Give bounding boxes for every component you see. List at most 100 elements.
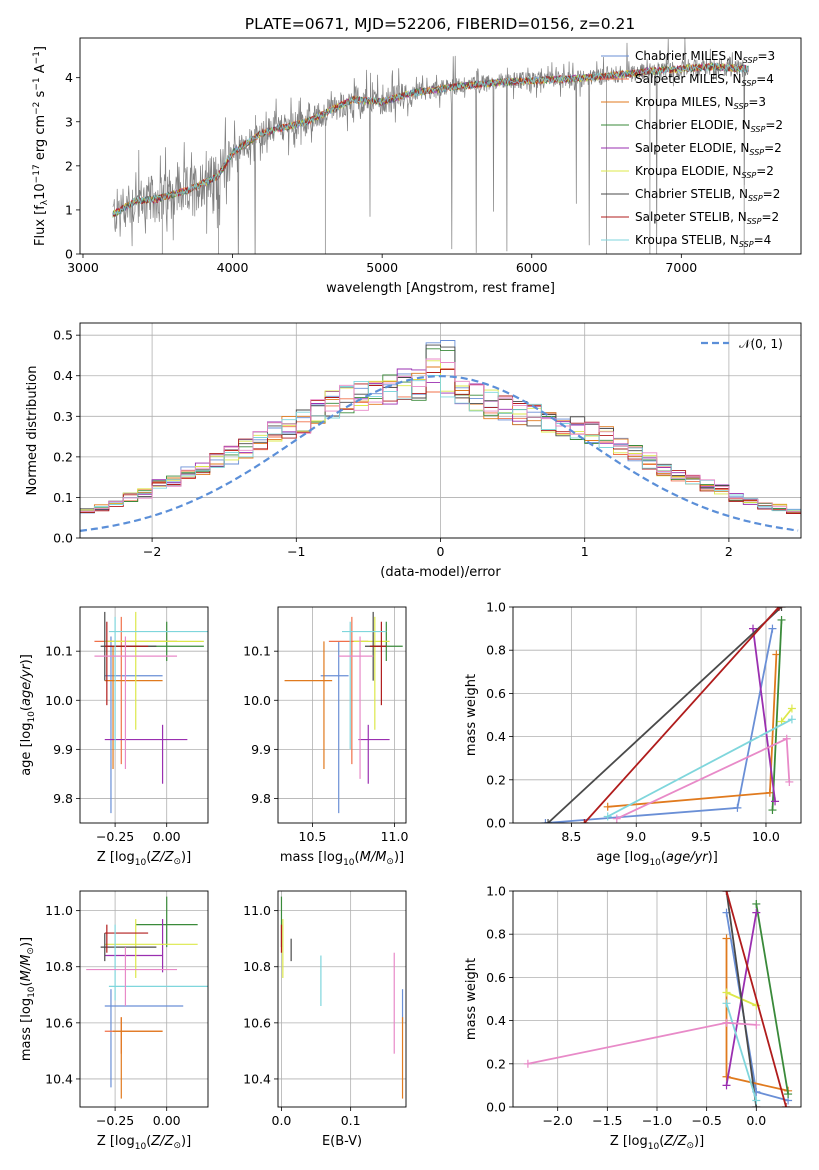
y-tick-label: 9.9 <box>53 742 73 757</box>
y-tick-label: 9.8 <box>53 791 73 806</box>
y-tick-label: 0.2 <box>486 772 506 787</box>
x-tick-label: 3000 <box>67 260 99 275</box>
y-axis-label: Flux [fλ10−17 erg cm−2 s−1 A−1] <box>32 46 50 246</box>
weight-vs-age-panel: 8.5 9.0 9.5 10.0 0.0 0.2 0.4 0.6 0.8 1.0 age [log1… <box>464 600 802 868</box>
y-tick-label: 4 <box>65 70 73 85</box>
legend-entry: Salpeter ELODIE, NSSP=2 <box>635 141 782 157</box>
y-tick-label: 0.3 <box>53 409 73 424</box>
mass-weight-line <box>725 891 758 1107</box>
axes-frame <box>512 606 802 824</box>
plot-area <box>541 607 796 823</box>
legend-entry: Chabrier ELODIE, NSSP=2 <box>635 118 783 134</box>
mass-weight-marker <box>603 812 612 821</box>
x-tick-label: 11.0 <box>381 829 409 844</box>
mass-weight-marker <box>580 819 589 823</box>
x-tick-label: 0 <box>437 544 445 559</box>
mass-weight-line <box>725 912 789 1102</box>
legend-entry: Salpeter STELIB, NSSP=2 <box>635 210 779 226</box>
mass-weight-marker <box>787 715 796 724</box>
y-tick-label: 0.6 <box>486 686 506 701</box>
x-axis-label: Z [log10(Z/Z⊙)] <box>97 850 191 868</box>
legend-entry: Salpeter MILES, NSSP=4 <box>635 72 774 88</box>
mass-weight-marker <box>722 988 731 997</box>
mass-weight-marker <box>752 899 761 908</box>
mass-weight-marker <box>787 704 796 713</box>
x-tick-label: 6000 <box>516 260 548 275</box>
x-axis-label: age [log10(age/yr)] <box>596 850 718 868</box>
y-tick-label: 0.4 <box>486 1013 506 1028</box>
x-tick-label: −1 <box>287 544 305 559</box>
y-axis-label: mass [log10(M/M⊙)] <box>19 937 37 1061</box>
y-tick-label: 0.2 <box>486 1056 506 1071</box>
x-tick-label: −0.5 <box>691 1113 721 1128</box>
x-tick-label: 4000 <box>217 260 249 275</box>
mass-weight-marker <box>752 1096 761 1105</box>
x-tick-label: 5000 <box>366 260 398 275</box>
y-axis-label: mass weight <box>464 958 479 1040</box>
axes-frame <box>277 606 407 824</box>
mass-weight-marker <box>777 615 786 624</box>
y-tick-label: 0.6 <box>486 970 506 985</box>
mass-weight-line <box>725 891 787 1107</box>
legend-entry: Kroupa MILES, NSSP=3 <box>635 95 766 111</box>
y-tick-label: 0.0 <box>53 531 73 546</box>
plot-area <box>284 611 403 814</box>
x-axis-label: (data-model)/error <box>380 565 501 580</box>
axes-frame <box>79 322 802 539</box>
axes-frame <box>277 890 407 1108</box>
age-vs-mass-panel: 10.5 11.0 9.8 9.9 10.0 10.1 mass [log10(M/M⊙)] <box>243 606 409 868</box>
spectrum-panel: 3000 4000 5000 6000 7000 0 1 2 3 4 wavelength [Ang… <box>32 37 802 296</box>
mass-weight-marker <box>749 624 757 633</box>
legend-entry: Kroupa ELODIE, NSSP=2 <box>635 164 774 180</box>
y-tick-label: 2 <box>65 158 73 173</box>
mass-weight-marker <box>523 1059 532 1068</box>
x-tick-label: 0.00 <box>153 1113 181 1128</box>
y-tick-label: 10.4 <box>243 1071 271 1086</box>
y-tick-label: 10.4 <box>45 1071 73 1086</box>
legend-entry: Kroupa STELIB, NSSP=4 <box>635 233 771 249</box>
x-tick-label: 1 <box>581 544 589 559</box>
y-tick-label: 0.1 <box>53 490 73 505</box>
x-axis-label: Z [log10(Z/Z⊙)] <box>97 1134 191 1152</box>
x-tick-label: 0.0 <box>272 1113 292 1128</box>
y-tick-label: 11.0 <box>243 903 271 918</box>
mass-weight-marker <box>541 819 550 823</box>
mass-weight-marker <box>722 891 731 895</box>
y-tick-label: 0.8 <box>486 643 506 658</box>
x-tick-label: −0.25 <box>96 1113 134 1128</box>
axes-frame <box>79 890 209 1108</box>
x-axis-label: E(B-V) <box>322 1134 362 1149</box>
x-tick-label: 10.0 <box>752 829 780 844</box>
y-tick-label: 0.4 <box>486 729 506 744</box>
mass-weight-line <box>755 903 789 1095</box>
y-tick-label: 10.8 <box>243 959 271 974</box>
y-tick-label: 10.6 <box>45 1015 73 1030</box>
y-tick-label: 1.0 <box>486 600 506 615</box>
axes-frame <box>79 37 802 255</box>
x-tick-label: 7000 <box>665 260 697 275</box>
mass-weight-marker <box>722 999 731 1008</box>
x-tick-label: −2.0 <box>543 1113 573 1128</box>
mass-weight-line <box>616 737 791 820</box>
x-tick-label: 0.1 <box>341 1113 361 1128</box>
mass-weight-marker <box>768 806 777 815</box>
mass-weight-marker <box>752 1020 761 1029</box>
y-tick-label: 1 <box>65 202 73 217</box>
y-tick-label: 11.0 <box>45 903 73 918</box>
axes-frame <box>79 606 209 824</box>
histogram-legend: 𝒩(0, 1) <box>701 337 783 351</box>
x-tick-label: 0.00 <box>153 829 181 844</box>
y-axis-label: age [log10(age/yr)] <box>19 654 37 776</box>
mass-weight-line <box>780 707 793 723</box>
mass-weight-line <box>771 619 783 811</box>
y-tick-label: 0.8 <box>486 927 506 942</box>
residual-histogram-step <box>80 375 801 517</box>
x-tick-label: 9.0 <box>626 829 646 844</box>
x-tick-label: 2 <box>725 544 733 559</box>
plot-area <box>280 896 404 1099</box>
mass-weight-marker <box>612 814 621 823</box>
mass-weight-line <box>527 1021 757 1065</box>
mass-weight-marker <box>544 819 553 823</box>
mass-weight-marker <box>722 1081 731 1090</box>
mass-weight-line <box>752 628 776 802</box>
